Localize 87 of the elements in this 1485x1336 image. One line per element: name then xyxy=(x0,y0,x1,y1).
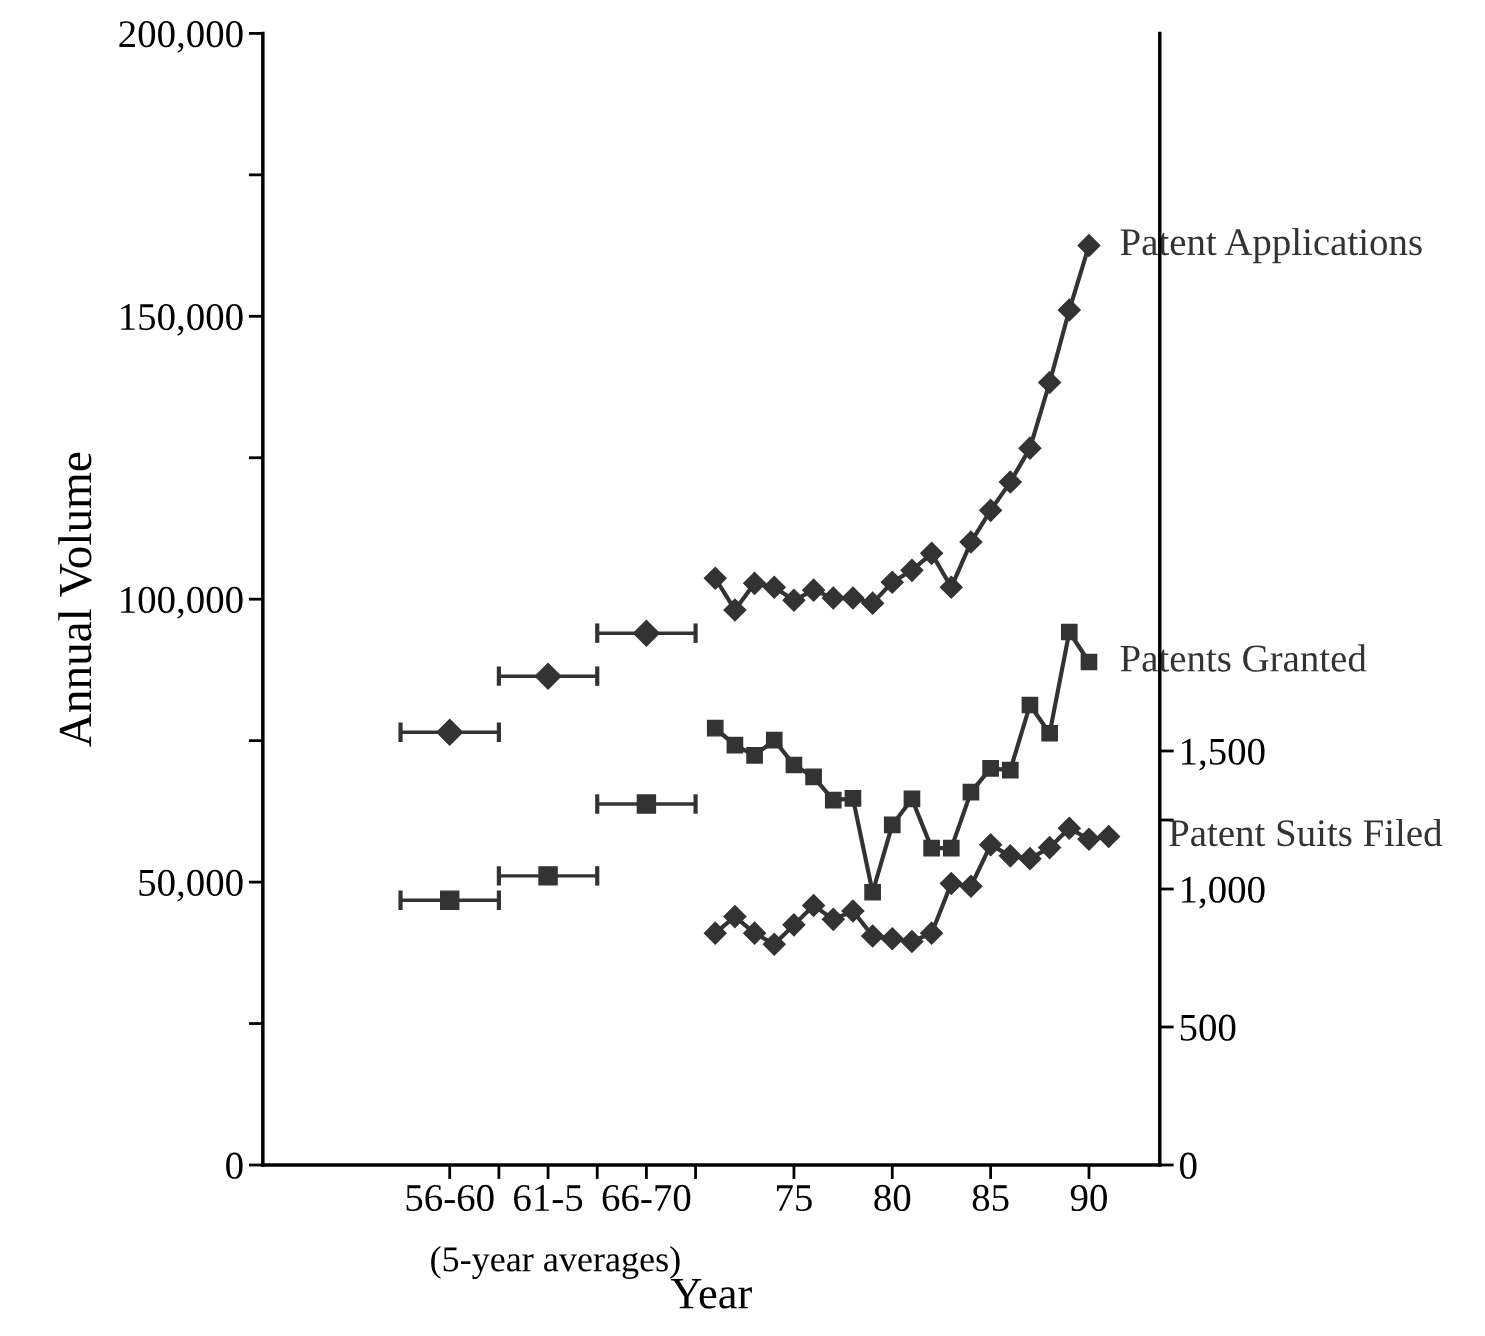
point xyxy=(439,890,460,910)
point xyxy=(939,575,963,599)
y-tick-label: 50,000 xyxy=(139,869,243,902)
point xyxy=(785,756,803,774)
point xyxy=(538,866,558,886)
point xyxy=(743,571,767,595)
x-tick-label: 85 xyxy=(972,1184,1009,1212)
point xyxy=(743,921,767,945)
point xyxy=(844,790,862,807)
point xyxy=(1057,816,1081,840)
point xyxy=(883,816,901,834)
point xyxy=(782,588,806,612)
point xyxy=(802,894,826,918)
x-tick-label: 66-70 xyxy=(602,1184,691,1212)
point xyxy=(880,570,904,594)
point xyxy=(1077,827,1101,851)
y-tick-label: 0 xyxy=(226,1152,243,1179)
x-tick-label: 56-60 xyxy=(406,1184,494,1212)
y2-tick-label: 1,500 xyxy=(1181,738,1265,771)
point xyxy=(805,768,822,786)
y2-tick-label: 1,000 xyxy=(1181,876,1265,909)
point xyxy=(726,736,744,754)
point xyxy=(534,662,562,690)
point xyxy=(920,921,944,945)
y-tick-label: 150,000 xyxy=(121,303,243,336)
point xyxy=(900,558,924,582)
x-axis-title: Year xyxy=(670,1279,752,1309)
point xyxy=(723,598,747,622)
point xyxy=(979,498,1003,522)
text: (5-year averages) xyxy=(431,1246,680,1279)
point xyxy=(1077,234,1101,258)
point xyxy=(1080,653,1098,671)
point xyxy=(841,899,865,923)
x-tick-label: 80 xyxy=(874,1184,911,1212)
point xyxy=(864,883,881,901)
point xyxy=(942,839,960,857)
point xyxy=(1018,436,1042,460)
point xyxy=(765,731,783,749)
x-tick-label: 61-5 xyxy=(514,1184,583,1212)
y2-tick-label: 500 xyxy=(1180,1014,1236,1041)
point xyxy=(1038,370,1062,394)
point xyxy=(861,924,885,948)
point xyxy=(962,783,980,801)
y-axis-title: Annual Volume xyxy=(58,452,92,747)
point xyxy=(998,470,1022,494)
point xyxy=(979,833,1003,857)
point xyxy=(762,575,786,599)
point xyxy=(824,791,842,809)
point xyxy=(706,719,724,737)
point xyxy=(632,619,660,647)
point xyxy=(861,591,885,615)
series-label: Patent Suits Filed xyxy=(1169,818,1443,847)
point xyxy=(723,905,747,929)
point xyxy=(762,932,786,956)
point xyxy=(821,586,845,610)
point xyxy=(959,530,983,554)
point xyxy=(746,747,763,764)
point xyxy=(959,874,983,898)
point xyxy=(636,794,657,814)
point xyxy=(1021,696,1039,714)
point xyxy=(982,760,999,777)
point xyxy=(703,566,727,590)
point xyxy=(903,790,921,808)
point xyxy=(1057,298,1081,322)
point xyxy=(1038,836,1062,860)
point xyxy=(1097,825,1121,849)
point xyxy=(841,586,865,610)
point xyxy=(703,921,727,945)
point xyxy=(923,839,940,857)
point xyxy=(998,844,1022,868)
point xyxy=(1018,847,1042,871)
point xyxy=(920,541,944,565)
point xyxy=(436,718,464,746)
point xyxy=(939,871,963,895)
point xyxy=(1041,724,1058,742)
point xyxy=(802,578,826,602)
x-tick-label: 90 xyxy=(1070,1184,1107,1212)
x-tick-label: 75 xyxy=(777,1185,812,1212)
point xyxy=(900,929,924,953)
point xyxy=(1001,761,1019,779)
y2-tick-label: 0 xyxy=(1180,1152,1197,1179)
point xyxy=(1060,623,1078,641)
y-tick-label: 200,000 xyxy=(119,21,243,53)
point xyxy=(880,927,904,951)
point xyxy=(821,907,845,931)
y-tick-label: 100,000 xyxy=(121,586,243,619)
point xyxy=(782,913,806,937)
